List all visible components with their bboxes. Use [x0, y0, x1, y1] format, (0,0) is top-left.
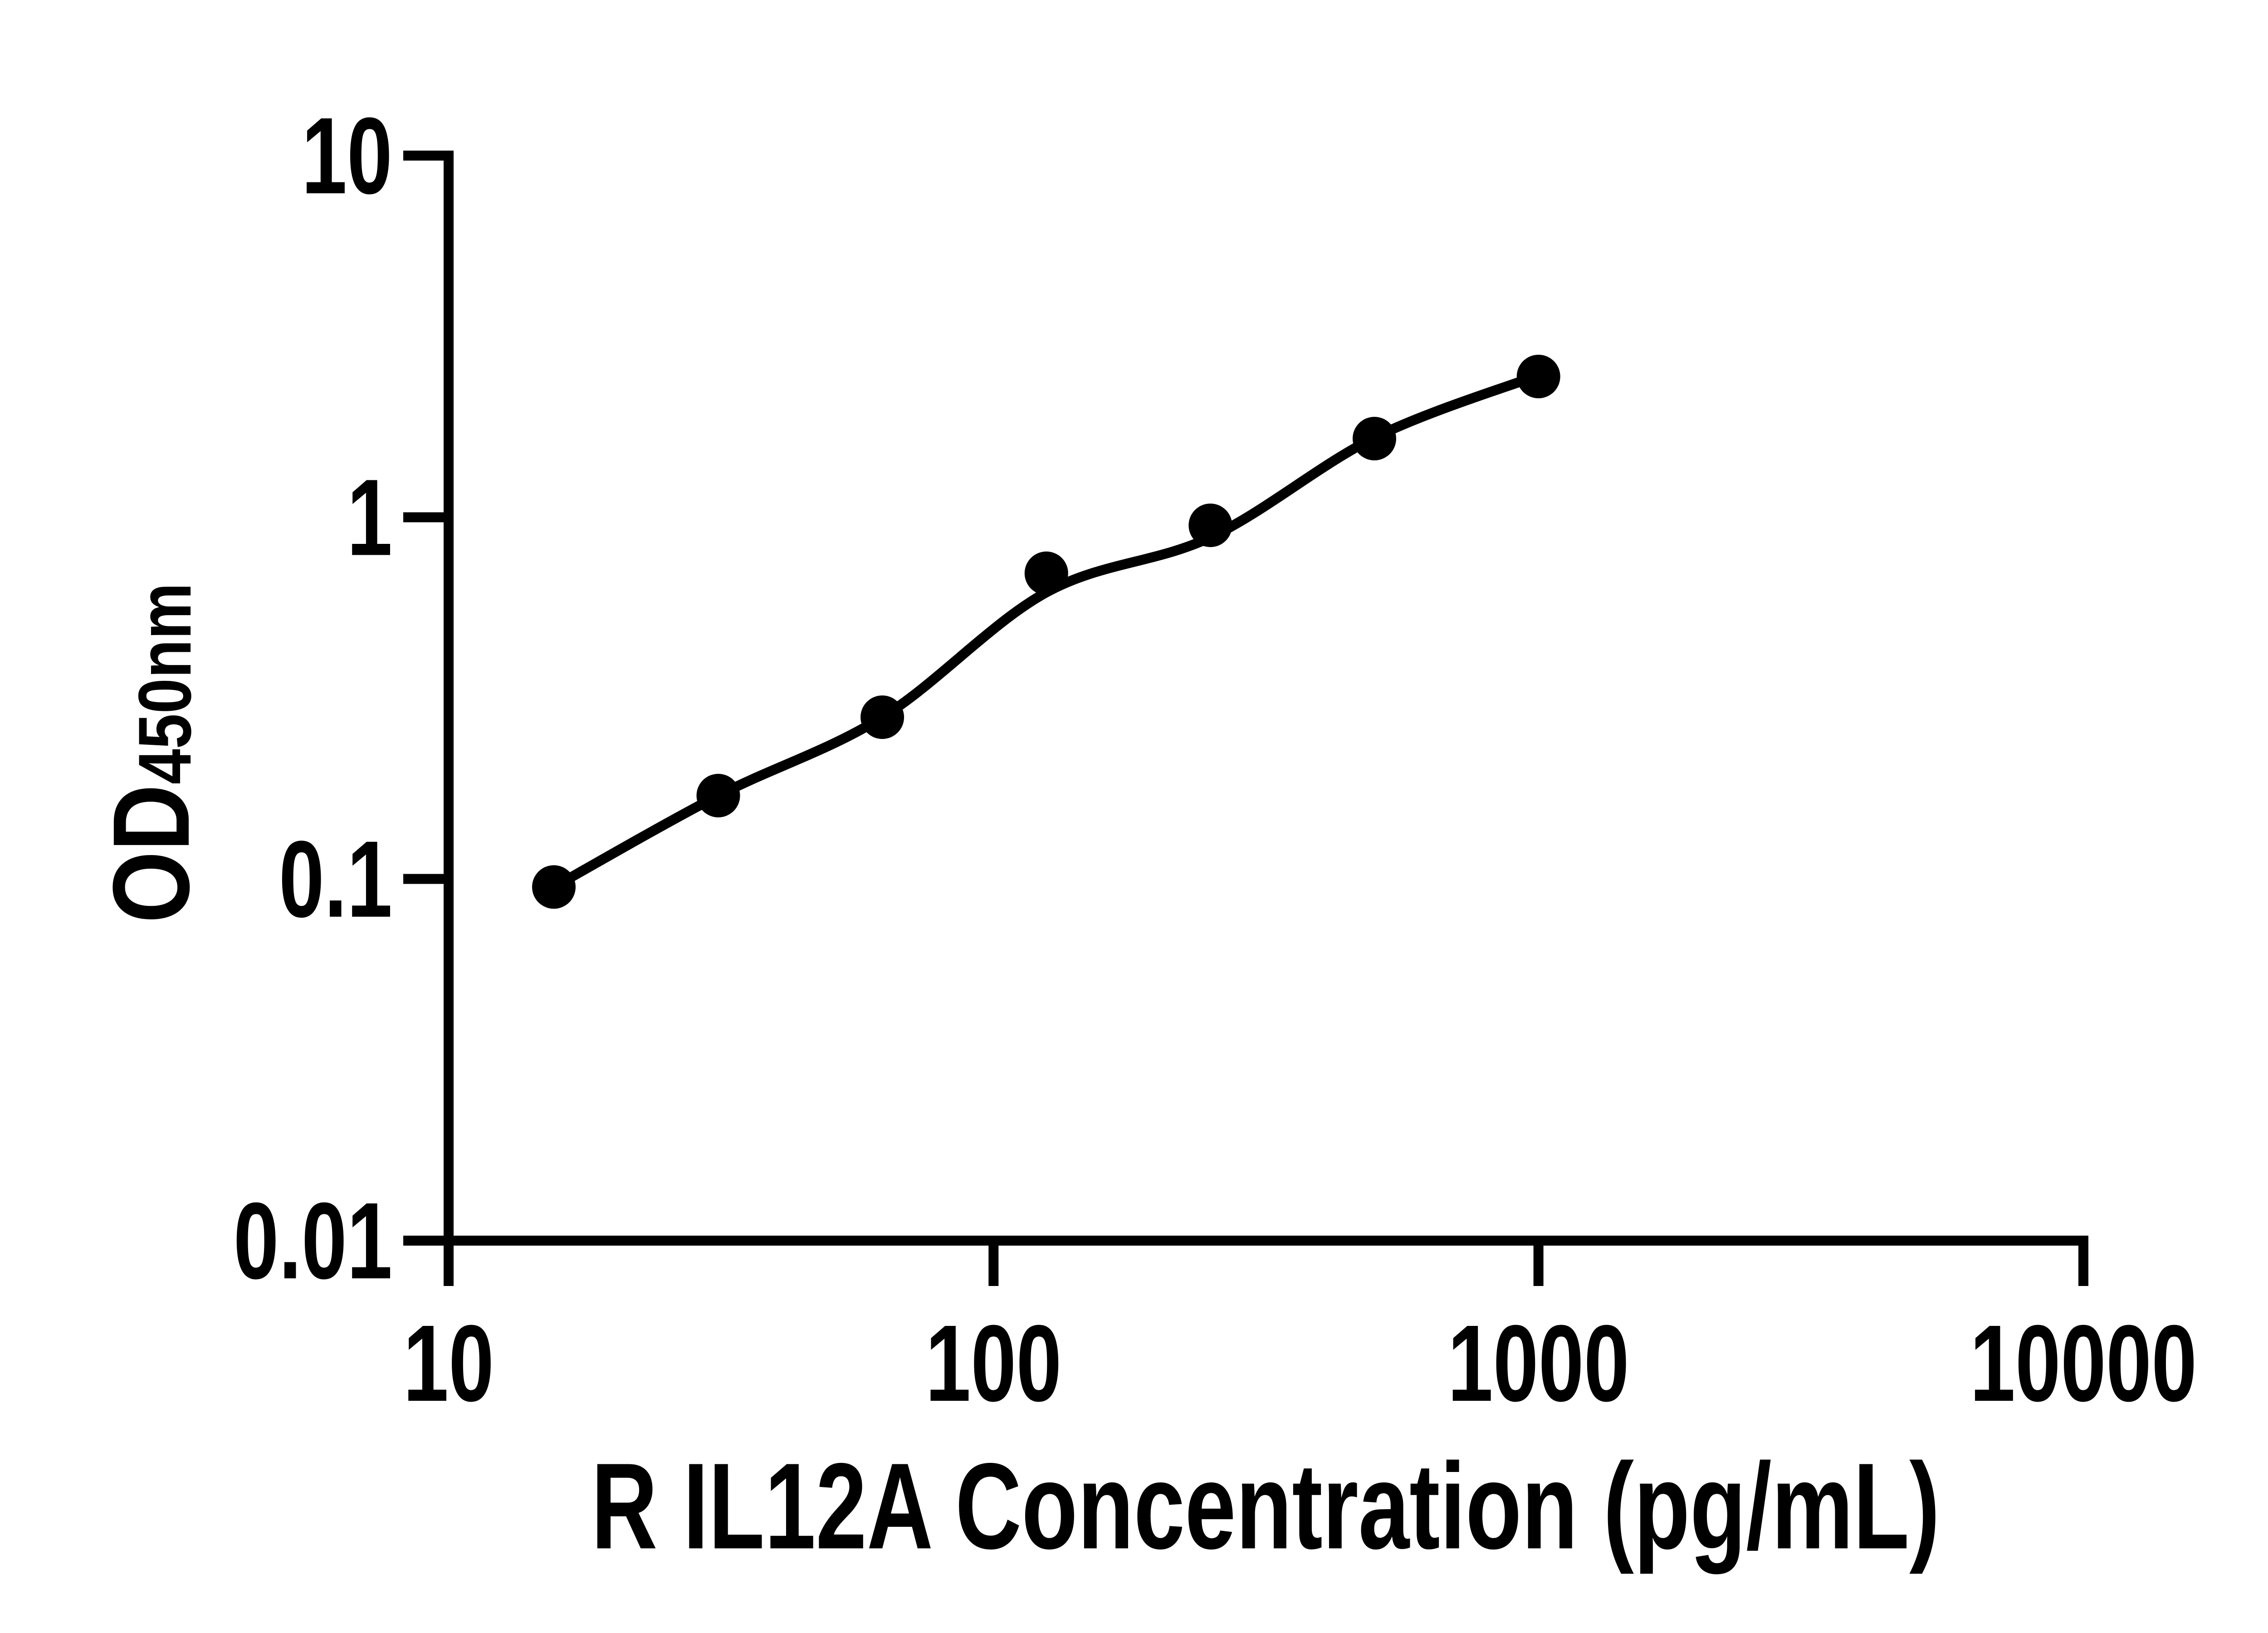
tick-labels: 10 100 1000 10000 0.01 0.1 1 10 [234, 95, 2197, 1424]
x-tick-label-10000: 10000 [1970, 1302, 2197, 1424]
x-tick-label-100: 100 [925, 1302, 1061, 1424]
x-axis-title: R IL12A Concentration (pg/mL) [591, 1437, 1940, 1574]
data-point-1000 [1516, 355, 1560, 398]
data-point-500 [1353, 416, 1396, 460]
axes [403, 151, 2088, 1286]
x-tick-label-10: 10 [403, 1302, 494, 1424]
data-point-31.25 [696, 773, 740, 817]
y-tick-label-0.01: 0.01 [234, 1180, 392, 1301]
data-point-250 [1188, 504, 1232, 548]
y-tick-label-1: 1 [347, 456, 392, 578]
data-point-125 [1024, 551, 1068, 595]
y-axis-title-base: OD [90, 784, 212, 923]
data-point-15.6 [532, 865, 576, 909]
x-tick-label-1000: 1000 [1447, 1302, 1629, 1424]
data-point-62.5 [860, 695, 904, 739]
y-axis-title-subscript: 450nm [123, 583, 206, 784]
y-axis-title: OD450nm [90, 583, 212, 923]
data-points [532, 355, 1560, 909]
y-tick-label-0.1: 0.1 [279, 818, 392, 940]
y-tick-label-10: 10 [302, 95, 392, 216]
